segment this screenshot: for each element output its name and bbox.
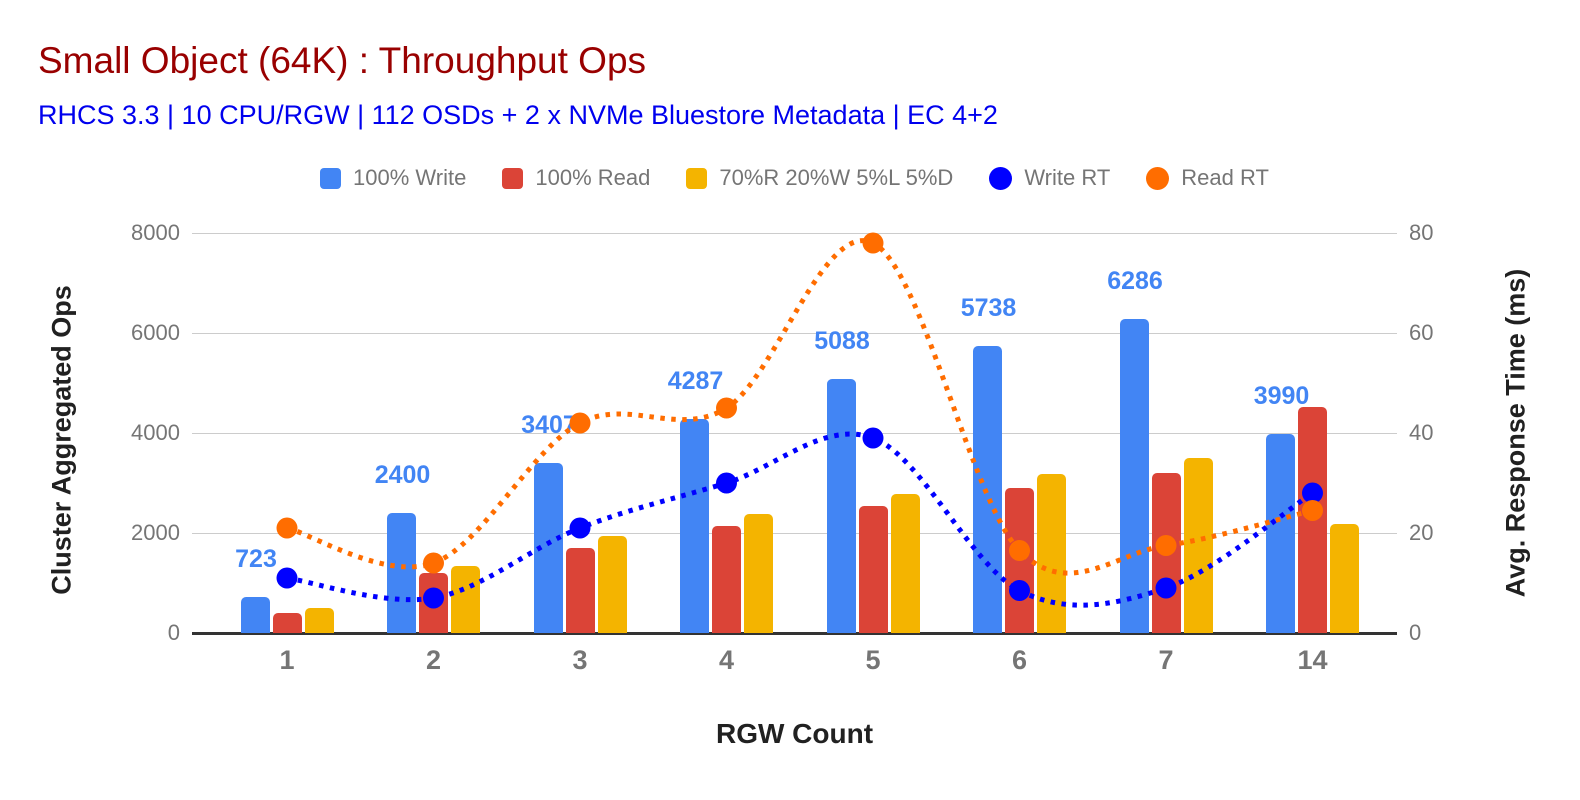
bar-70-r-20-w-5-l-5-d[interactable] — [1183, 458, 1213, 633]
bar-100-write[interactable] — [240, 596, 270, 633]
line-write-rt — [286, 431, 1314, 608]
point-write-rt[interactable] — [862, 427, 884, 449]
line-read-rt — [286, 238, 1314, 576]
bar-100-read[interactable] — [712, 526, 741, 633]
left-y-tick-label: 2000 — [131, 520, 180, 545]
bar-100-write[interactable] — [680, 418, 709, 633]
legend-label: 100% Write — [353, 165, 467, 190]
point-write-rt[interactable] — [1302, 482, 1323, 504]
point-write-rt[interactable] — [276, 567, 298, 589]
legend-circle-marker-icon — [1146, 166, 1170, 190]
bar-70-r-20-w-5-l-5-d[interactable] — [890, 494, 920, 633]
bar-value-label: 3990 — [1253, 381, 1310, 410]
left-y-tick-label: 0 — [167, 620, 180, 645]
bar-group-rgw-7 — [1119, 318, 1213, 633]
bar-value-label: 4287 — [667, 366, 724, 395]
bar-100-read[interactable] — [565, 548, 595, 633]
response-time-lines — [276, 232, 1323, 609]
bar-70-r-20-w-5-l-5-d[interactable] — [1037, 474, 1066, 633]
left-axis-title: Cluster Aggregated Ops — [46, 285, 77, 595]
point-read-rt[interactable] — [423, 552, 444, 574]
bar-value-label: 6286 — [1107, 266, 1163, 295]
gridline — [192, 232, 1397, 234]
gridline — [192, 532, 1397, 534]
left-y-tick-label: 4000 — [131, 420, 180, 445]
point-write-rt[interactable] — [716, 472, 737, 494]
left-axis-tick-labels: 0 2000 4000 6000 8000 — [80, 220, 180, 645]
bar-group-rgw-1 — [240, 596, 334, 633]
legend: 100% Write 100% Read 70%R 20%W 5%L 5%D Writ… — [192, 162, 1397, 194]
left-y-tick-label: 6000 — [131, 320, 180, 345]
legend-item-70-r-20-w-5-l-5-d[interactable]: 70%R 20%W 5%L 5%D — [686, 165, 953, 191]
point-read-rt[interactable] — [1155, 535, 1177, 556]
point-write-rt[interactable] — [1155, 577, 1177, 599]
bar-value-label: 2400 — [374, 461, 431, 489]
legend-label: Read RT — [1181, 165, 1269, 190]
point-read-rt[interactable] — [1009, 540, 1030, 561]
bar-100-read[interactable] — [858, 506, 888, 633]
bar-70-r-20-w-5-l-5-d[interactable] — [451, 566, 480, 633]
legend-circle-marker-icon — [989, 166, 1013, 190]
x-tick-label-2: 2 — [425, 645, 442, 675]
right-y-tick-label: 20 — [1409, 520, 1434, 545]
bar-100-write[interactable] — [1266, 433, 1295, 633]
gridline — [192, 332, 1397, 334]
bar-70-r-20-w-5-l-5-d[interactable] — [304, 608, 334, 633]
point-read-rt[interactable] — [569, 412, 591, 434]
x-axis-tick-labels: 1 2 3 4 5 6 7 14 — [192, 645, 1397, 677]
right-y-tick-label: 0 — [1409, 620, 1422, 645]
point-write-rt[interactable] — [569, 517, 591, 539]
chart-subtitle: RHCS 3.3 | 10 CPU/RGW | 112 OSDs + 2 x N… — [38, 100, 998, 130]
point-read-rt[interactable] — [1302, 500, 1323, 521]
x-tick-label-4: 4 — [718, 645, 735, 675]
legend-item-100-read[interactable]: 100% Read — [502, 165, 650, 191]
legend-label: Write RT — [1024, 165, 1111, 190]
bar-value-label: 723 — [235, 544, 277, 573]
legend-item-100-write[interactable]: 100% Write — [320, 165, 466, 191]
left-y-tick-label: 8000 — [131, 220, 180, 245]
point-write-rt[interactable] — [1009, 580, 1030, 601]
x-axis-line — [192, 632, 1397, 635]
point-write-rt[interactable] — [423, 587, 444, 609]
legend-item-read-rt[interactable]: Read RT — [1146, 165, 1269, 191]
x-tick-label-3: 3 — [572, 645, 588, 675]
bar-70-r-20-w-5-l-5-d[interactable] — [597, 536, 627, 633]
bar-100-write[interactable] — [826, 378, 856, 633]
point-read-rt[interactable] — [862, 232, 884, 254]
chart-title: Small Object (64K) : Throughput Ops — [38, 40, 647, 81]
bar-100-write[interactable] — [1119, 318, 1149, 633]
bar-group-rgw-3 — [533, 462, 627, 633]
right-y-tick-label: 60 — [1409, 320, 1434, 345]
point-read-rt[interactable] — [716, 397, 737, 419]
bar-group-rgw-4 — [680, 418, 773, 633]
x-tick-label-14: 14 — [1297, 645, 1328, 675]
bar-group-rgw-5 — [826, 378, 920, 633]
right-y-tick-label: 40 — [1409, 420, 1434, 445]
bar-70-r-20-w-5-l-5-d[interactable] — [1330, 524, 1359, 633]
bar-group-rgw-14 — [1266, 407, 1359, 633]
gridline — [192, 432, 1397, 434]
x-tick-label-6: 6 — [1011, 645, 1028, 675]
x-tick-label-5: 5 — [865, 645, 881, 675]
right-y-tick-label: 80 — [1409, 220, 1434, 245]
legend-label: 70%R 20%W 5%L 5%D — [719, 165, 954, 190]
legend-square-marker-icon — [502, 167, 524, 189]
bar-100-write[interactable] — [387, 513, 416, 633]
x-tick-label-7: 7 — [1158, 645, 1174, 675]
bar-value-label: 5738 — [960, 294, 1017, 323]
bar-100-read[interactable] — [272, 613, 302, 633]
plot-area: 723 2400 3407 4287 5088 5738 6286 3990 — [192, 232, 1397, 635]
x-axis-title: RGW Count — [715, 718, 874, 749]
x-tick-label-1: 1 — [279, 645, 295, 675]
bar-value-label: 5088 — [814, 326, 870, 355]
bar-70-r-20-w-5-l-5-d[interactable] — [744, 514, 773, 633]
legend-square-marker-icon — [686, 167, 708, 189]
point-read-rt[interactable] — [276, 517, 298, 539]
legend-item-write-rt[interactable]: Write RT — [989, 165, 1110, 191]
right-axis-tick-labels: 0 20 40 60 80 — [1409, 220, 1509, 645]
legend-label: 100% Read — [535, 165, 651, 190]
legend-square-marker-icon — [320, 167, 342, 189]
